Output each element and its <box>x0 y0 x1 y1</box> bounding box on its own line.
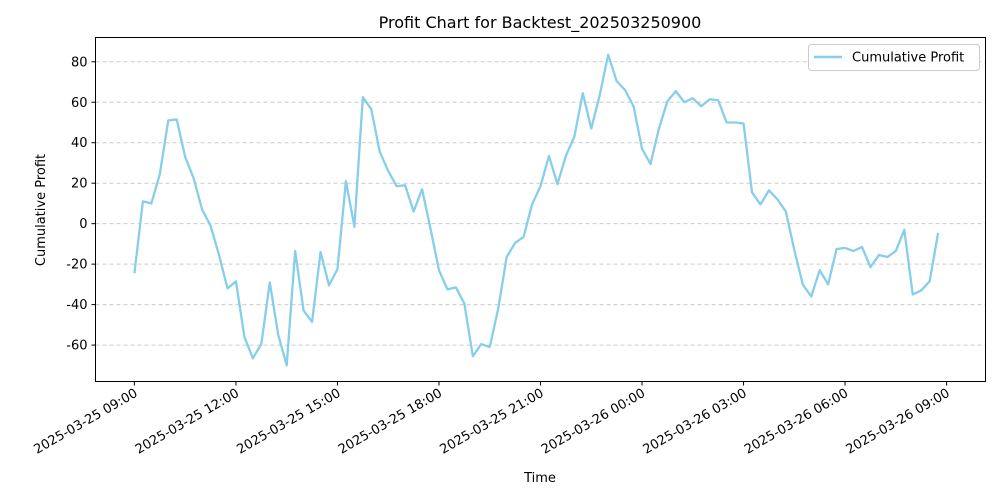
y-axis-label: Cumulative Profit <box>34 154 49 266</box>
y-tick-label: 40 <box>71 136 88 151</box>
legend-box <box>808 44 980 71</box>
x-axis-label: Time <box>523 471 556 486</box>
y-tick-label: 0 <box>79 217 87 232</box>
y-tick-label: -20 <box>66 258 87 273</box>
y-tick-label: 60 <box>71 96 88 111</box>
y-tick-label: 80 <box>71 55 88 70</box>
y-tick-label: 20 <box>71 177 88 192</box>
chart-title: Profit Chart for Backtest_202503250900 <box>379 13 702 33</box>
series-line-0 <box>133 53 940 367</box>
y-axis-ticks: -60 -40 -20 0 20 40 60 80 <box>66 55 96 354</box>
legend-label: Cumulative Profit <box>852 51 964 66</box>
y-tick-label: -60 <box>66 339 87 354</box>
legend: Cumulative Profit <box>808 44 980 71</box>
series-group <box>133 53 940 367</box>
y-tick-label: -40 <box>66 298 87 313</box>
